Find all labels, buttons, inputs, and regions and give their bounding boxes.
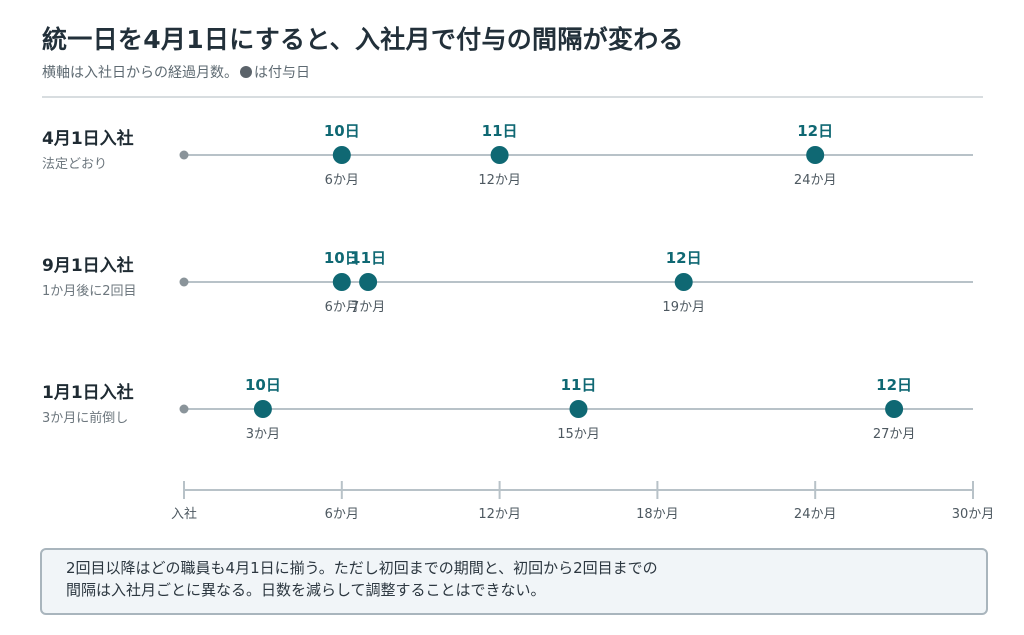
x-axis-tick-label: 入社 <box>171 506 197 522</box>
grant-point <box>332 146 351 164</box>
grant-point <box>806 146 825 164</box>
chart-title: 統一日を4月1日にすると、入社月で付与の間隔が変わる <box>42 25 684 54</box>
grant-point <box>332 273 351 291</box>
x-axis-tick-label: 24か月 <box>794 507 837 522</box>
hire-start-dot <box>179 277 189 287</box>
row-sublabel: 1か月後に2回目 <box>42 284 137 299</box>
row-label: 4月1日入社 <box>42 128 134 149</box>
grant-month-label: 19か月 <box>662 300 705 315</box>
header-divider <box>42 96 983 98</box>
grant-month-label: 3か月 <box>246 427 280 442</box>
row-label: 1月1日入社 <box>42 382 134 403</box>
grant-point <box>253 400 272 418</box>
grant-month-label: 12か月 <box>478 173 521 188</box>
grant-point <box>490 146 509 164</box>
x-axis-tick-label: 12か月 <box>478 507 521 522</box>
x-axis-tick-label: 6か月 <box>325 507 359 522</box>
grant-month-label: 27か月 <box>873 427 916 442</box>
grant-days-label: 11日 <box>482 122 518 140</box>
x-axis-tick-label: 30か月 <box>952 507 995 522</box>
grant-days-label: 10日 <box>324 122 360 140</box>
grant-days-label: 11日 <box>561 376 597 394</box>
subtitle-text: 横軸は入社日からの経過月数。 <box>42 65 238 81</box>
grant-days-label: 11日 <box>350 249 386 267</box>
grant-month-label: 15か月 <box>557 427 600 442</box>
chart-subtitle: 横軸は入社日からの経過月数。 は付与日 <box>42 62 310 82</box>
grant-month-label: 24か月 <box>794 173 837 188</box>
grant-point <box>569 400 588 418</box>
grant-month-label: 6か月 <box>325 300 359 315</box>
row-label: 9月1日入社 <box>42 255 134 276</box>
grant-point <box>885 400 904 418</box>
grant-days-label: 12日 <box>666 249 702 267</box>
subtitle-legend-text: は付与日 <box>254 65 310 81</box>
grant-days-label: 12日 <box>797 122 833 140</box>
note-line-1: 2回目以降はどの職員も4月1日に揃う。ただし初回までの期間と、初回から2回目まで… <box>66 559 658 577</box>
grant-month-label: 6か月 <box>325 173 359 188</box>
grant-point <box>359 273 378 291</box>
row-sublabel: 法定どおり <box>42 157 107 172</box>
legend-dot-icon <box>240 66 252 78</box>
x-axis-tick-label: 18か月 <box>636 507 679 522</box>
grant-days-label: 10日 <box>324 249 360 267</box>
hire-start-dot <box>179 404 189 414</box>
note-line-2: 間隔は入社月ごとに異なる。日数を減らして調整することはできない。 <box>66 581 546 599</box>
note-box: 2回目以降はどの職員も4月1日に揃う。ただし初回までの期間と、初回から2回目まで… <box>40 548 988 615</box>
grant-days-label: 12日 <box>876 376 912 394</box>
hire-start-dot <box>179 150 189 160</box>
grant-month-label: 7か月 <box>351 300 385 315</box>
row-sublabel: 3か月に前倒し <box>42 410 128 426</box>
grant-point <box>674 273 693 291</box>
grant-days-label: 10日 <box>245 376 281 394</box>
